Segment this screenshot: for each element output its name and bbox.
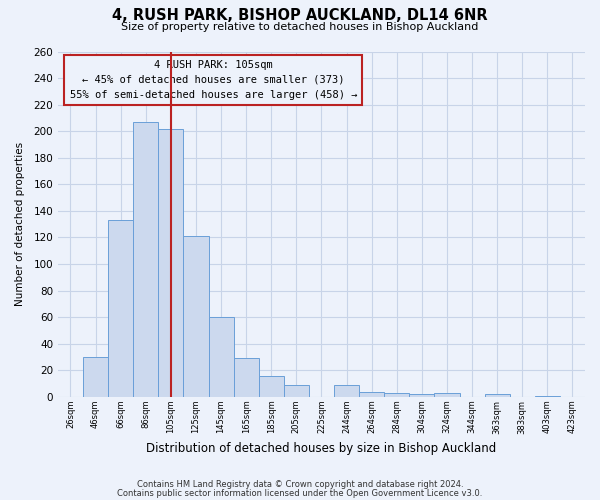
Bar <box>108 220 133 397</box>
Bar <box>158 128 184 397</box>
Bar <box>133 122 158 397</box>
Text: 4, RUSH PARK, BISHOP AUCKLAND, DL14 6NR: 4, RUSH PARK, BISHOP AUCKLAND, DL14 6NR <box>112 8 488 22</box>
Bar <box>485 394 510 397</box>
Text: Contains public sector information licensed under the Open Government Licence v3: Contains public sector information licen… <box>118 488 482 498</box>
Text: Contains HM Land Registry data © Crown copyright and database right 2024.: Contains HM Land Registry data © Crown c… <box>137 480 463 489</box>
Y-axis label: Number of detached properties: Number of detached properties <box>15 142 25 306</box>
Bar <box>384 393 409 397</box>
Bar <box>233 358 259 397</box>
X-axis label: Distribution of detached houses by size in Bishop Auckland: Distribution of detached houses by size … <box>146 442 497 455</box>
Bar <box>334 385 359 397</box>
Bar <box>284 385 309 397</box>
Text: Size of property relative to detached houses in Bishop Auckland: Size of property relative to detached ho… <box>121 22 479 32</box>
Bar <box>209 317 233 397</box>
Bar <box>409 394 434 397</box>
Text: 4 RUSH PARK: 105sqm
← 45% of detached houses are smaller (373)
55% of semi-detac: 4 RUSH PARK: 105sqm ← 45% of detached ho… <box>70 60 357 100</box>
Bar <box>184 236 209 397</box>
Bar <box>83 357 108 397</box>
Bar <box>535 396 560 397</box>
Bar <box>434 393 460 397</box>
Bar <box>259 376 284 397</box>
Bar <box>359 392 384 397</box>
